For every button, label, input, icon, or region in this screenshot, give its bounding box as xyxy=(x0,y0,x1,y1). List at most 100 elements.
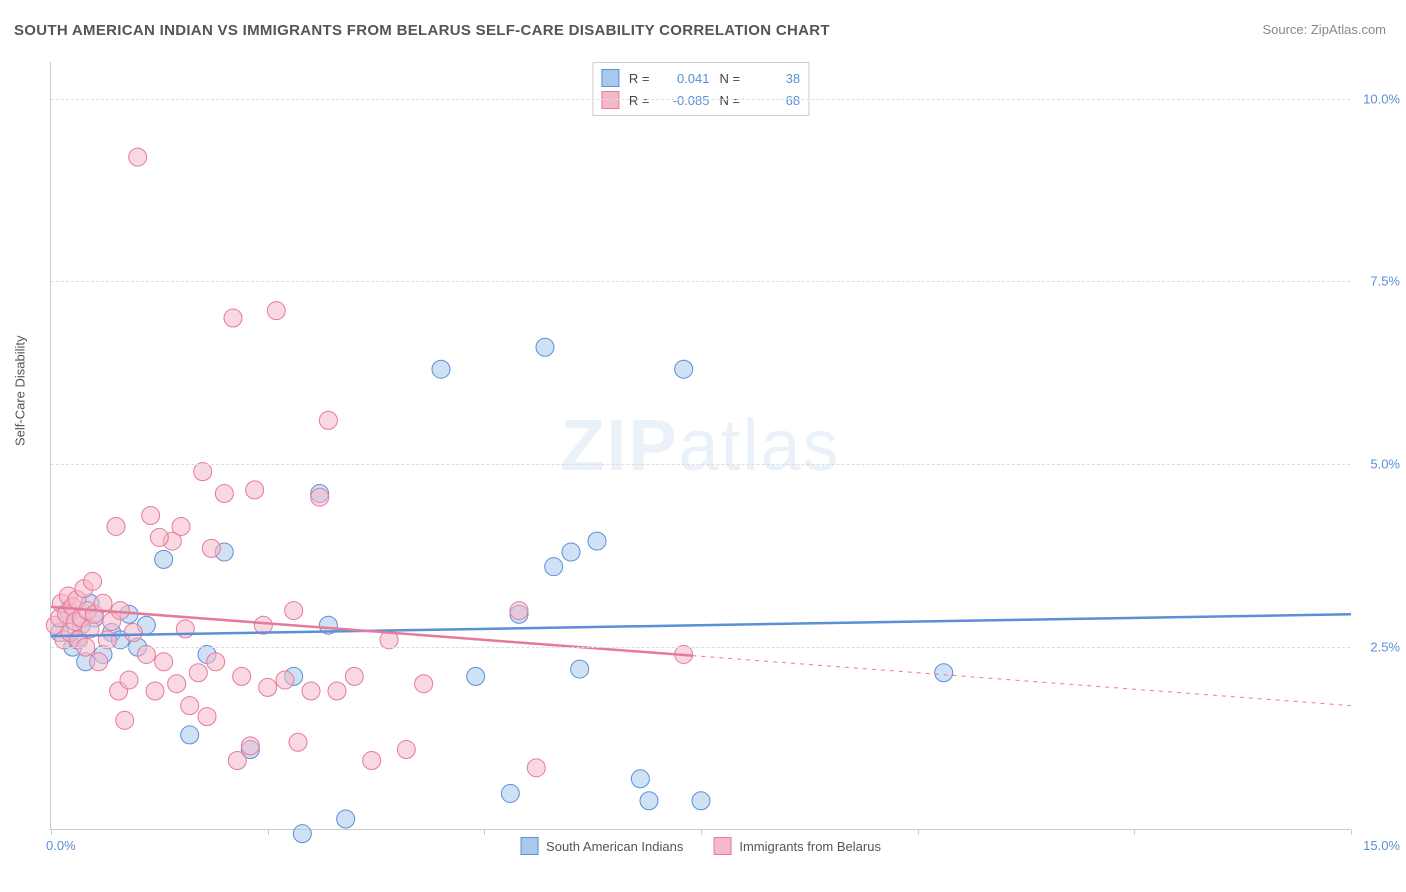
scatter-point xyxy=(432,360,450,378)
scatter-point xyxy=(545,558,563,576)
scatter-point xyxy=(311,488,329,506)
y-tick-label: 5.0% xyxy=(1355,457,1400,472)
scatter-point xyxy=(319,411,337,429)
trend-line-dash xyxy=(692,656,1351,706)
stats-box: R = 0.041 N = 38 R = -0.085 N = 68 xyxy=(592,62,809,116)
scatter-point xyxy=(172,517,190,535)
r-label-2: R = xyxy=(629,93,650,108)
scatter-point xyxy=(146,682,164,700)
scatter-point xyxy=(328,682,346,700)
scatter-point xyxy=(527,759,545,777)
trend-line xyxy=(51,614,1351,636)
scatter-point xyxy=(631,770,649,788)
scatter-point xyxy=(129,148,147,166)
scatter-point xyxy=(588,532,606,550)
scatter-point xyxy=(137,645,155,663)
scatter-point xyxy=(228,752,246,770)
legend-item-1: South American Indians xyxy=(520,837,683,855)
scatter-point xyxy=(107,517,125,535)
plot-svg xyxy=(51,62,1350,829)
legend-label-1: South American Indians xyxy=(546,839,683,854)
grid-line xyxy=(51,281,1350,282)
scatter-point xyxy=(90,653,108,671)
x-tick-mark xyxy=(1351,829,1352,835)
source-label: Source: ZipAtlas.com xyxy=(1262,22,1386,37)
scatter-point xyxy=(224,309,242,327)
x-tick-mark xyxy=(51,829,52,835)
scatter-point xyxy=(363,752,381,770)
scatter-point xyxy=(155,550,173,568)
r-value-1: 0.041 xyxy=(660,71,710,86)
scatter-point xyxy=(194,463,212,481)
scatter-point xyxy=(397,741,415,759)
scatter-point xyxy=(155,653,173,671)
scatter-point xyxy=(675,360,693,378)
swatch-series-2 xyxy=(601,91,619,109)
x-tick-mark xyxy=(1134,829,1135,835)
scatter-point xyxy=(124,624,142,642)
scatter-point xyxy=(202,539,220,557)
scatter-point xyxy=(150,528,168,546)
scatter-point xyxy=(198,708,216,726)
n-label-2: N = xyxy=(720,93,741,108)
x-tick-mark xyxy=(918,829,919,835)
legend-swatch-2 xyxy=(713,837,731,855)
legend-swatch-1 xyxy=(520,837,538,855)
legend-item-2: Immigrants from Belarus xyxy=(713,837,881,855)
scatter-point xyxy=(501,784,519,802)
scatter-point xyxy=(289,733,307,751)
scatter-point xyxy=(302,682,320,700)
y-tick-label: 7.5% xyxy=(1355,274,1400,289)
scatter-point xyxy=(467,667,485,685)
scatter-point xyxy=(142,506,160,524)
scatter-point xyxy=(116,711,134,729)
scatter-point xyxy=(640,792,658,810)
grid-line xyxy=(51,99,1350,100)
legend-bottom: South American Indians Immigrants from B… xyxy=(520,837,881,855)
scatter-point xyxy=(168,675,186,693)
x-tick-mark xyxy=(268,829,269,835)
stats-row-2: R = -0.085 N = 68 xyxy=(601,89,800,111)
n-value-2: 68 xyxy=(750,93,800,108)
scatter-point xyxy=(935,664,953,682)
scatter-point xyxy=(692,792,710,810)
scatter-point xyxy=(233,667,251,685)
scatter-point xyxy=(267,302,285,320)
scatter-point xyxy=(120,671,138,689)
scatter-point xyxy=(285,602,303,620)
scatter-point xyxy=(571,660,589,678)
scatter-point xyxy=(246,481,264,499)
chart-title: SOUTH AMERICAN INDIAN VS IMMIGRANTS FROM… xyxy=(14,22,830,39)
legend-label-2: Immigrants from Belarus xyxy=(739,839,881,854)
swatch-series-1 xyxy=(601,69,619,87)
scatter-point xyxy=(345,667,363,685)
grid-line xyxy=(51,647,1350,648)
grid-line xyxy=(51,464,1350,465)
scatter-point xyxy=(215,485,233,503)
scatter-point xyxy=(415,675,433,693)
y-axis-label: Self-Care Disability xyxy=(13,335,28,446)
y-tick-label: 10.0% xyxy=(1355,91,1400,106)
r-value-2: -0.085 xyxy=(660,93,710,108)
x-tick-mark xyxy=(701,829,702,835)
x-origin-label: 0.0% xyxy=(46,838,76,853)
r-label-1: R = xyxy=(629,71,650,86)
scatter-point xyxy=(276,671,294,689)
scatter-point xyxy=(510,602,528,620)
scatter-point xyxy=(293,825,311,843)
scatter-point xyxy=(562,543,580,561)
stats-row-1: R = 0.041 N = 38 xyxy=(601,67,800,89)
scatter-point xyxy=(536,338,554,356)
scatter-point xyxy=(181,697,199,715)
x-max-label: 15.0% xyxy=(1363,838,1400,853)
scatter-point xyxy=(189,664,207,682)
scatter-point xyxy=(98,631,116,649)
plot-area: ZIPatlas R = 0.041 N = 38 R = -0.085 N =… xyxy=(50,62,1350,830)
scatter-point xyxy=(337,810,355,828)
scatter-point xyxy=(84,572,102,590)
n-value-1: 38 xyxy=(750,71,800,86)
scatter-point xyxy=(207,653,225,671)
chart-container: SOUTH AMERICAN INDIAN VS IMMIGRANTS FROM… xyxy=(0,0,1406,892)
scatter-point xyxy=(181,726,199,744)
scatter-point xyxy=(241,737,259,755)
